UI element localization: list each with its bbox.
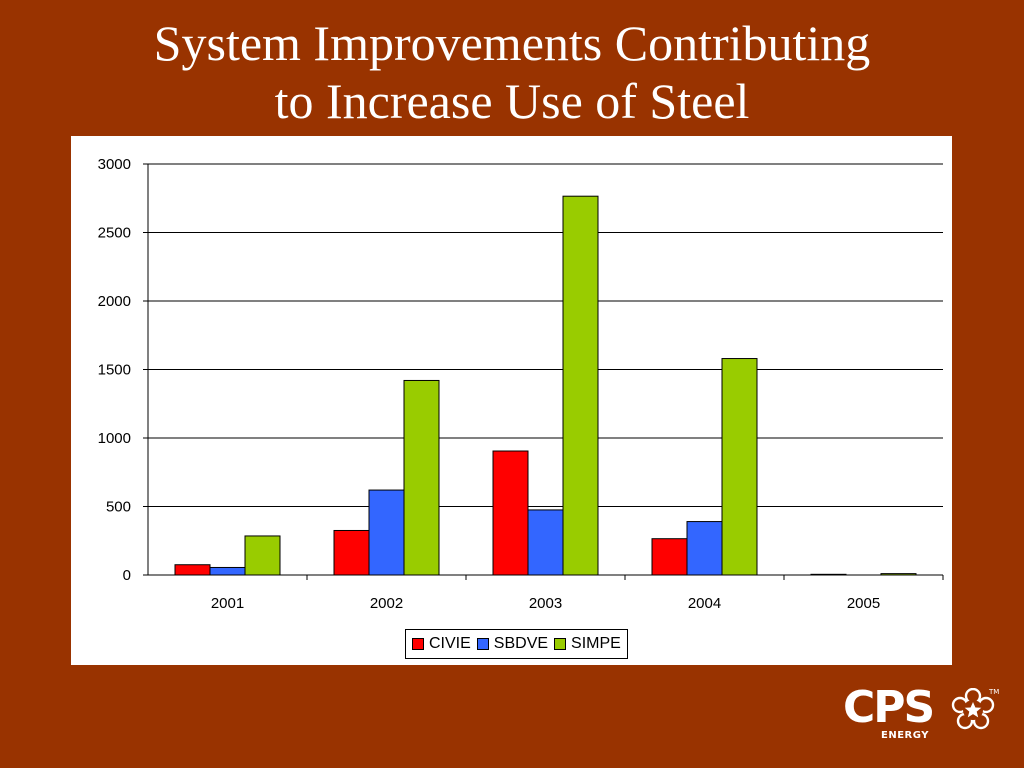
- bar-simpe-2002: [403, 379, 440, 576]
- x-tick-label: 2001: [211, 595, 244, 612]
- bar-sbdve-2002: [368, 489, 405, 576]
- gridlines: [148, 163, 943, 507]
- y-tick-label: 1000: [98, 430, 131, 447]
- x-tick-label: 2005: [847, 595, 880, 612]
- legend-swatch-simpe: [554, 638, 567, 650]
- y-tick-label: 1500: [98, 362, 131, 379]
- legend-item-civie: CIVIE: [412, 635, 471, 653]
- x-tick-label: 2004: [688, 595, 721, 612]
- logo-text: CPS: [843, 682, 935, 733]
- y-tick-label: 3000: [98, 156, 131, 173]
- bars: [174, 195, 917, 576]
- y-tick-label: 2500: [98, 225, 131, 242]
- chart-panel: 0 500 1000 1500 2000 2500 3000 2001 2002 2003 2004…: [71, 136, 952, 665]
- bar-civie-2003: [492, 450, 529, 576]
- slide-title: System Improvements Contributing to Incr…: [0, 14, 1024, 130]
- y-tick-label: 500: [106, 499, 131, 516]
- bar-civie-2002: [333, 529, 370, 576]
- bar-simpe-2003: [562, 195, 599, 576]
- bar-sbdve-2003: [527, 509, 564, 576]
- bar-simpe-2001: [244, 535, 281, 576]
- legend-swatch-civie: [412, 638, 424, 650]
- logo-subtext: ENERGY: [881, 730, 929, 741]
- legend-item-sbdve: SBDVE: [476, 635, 549, 653]
- legend-label-civie: CIVIE: [429, 635, 471, 652]
- cps-energy-logo: CPS ENERGY TM: [843, 682, 1008, 748]
- bar-sbdve-2001: [209, 566, 246, 576]
- trademark-mark: TM: [989, 688, 1000, 696]
- axes: 0 500 1000 1500 2000 2500 3000 2001 2002 2003 2004…: [98, 156, 944, 612]
- title-line-1: System Improvements Contributing: [153, 15, 871, 71]
- y-tick-label: 0: [123, 567, 131, 584]
- legend-item-simpe: SIMPE: [554, 635, 621, 653]
- bar-simpe-2004: [721, 358, 758, 576]
- chart-legend: CIVIE SBDVE SIMPE: [405, 629, 628, 659]
- bar-civie-2004: [651, 538, 688, 576]
- legend-label-simpe: SIMPE: [571, 635, 621, 652]
- bar-sbdve-2004: [686, 521, 723, 576]
- star-flower-icon: [951, 688, 995, 730]
- y-tick-label: 2000: [98, 293, 131, 310]
- bar-civie-2001: [174, 564, 211, 576]
- x-tick-label: 2002: [370, 595, 403, 612]
- legend-swatch-sbdve: [476, 638, 489, 650]
- bar-chart: 0 500 1000 1500 2000 2500 3000 2001 2002 2003 2004…: [98, 156, 944, 612]
- title-line-2: to Increase Use of Steel: [274, 73, 750, 129]
- legend-label-sbdve: SBDVE: [493, 635, 549, 652]
- x-tick-label: 2003: [529, 595, 562, 612]
